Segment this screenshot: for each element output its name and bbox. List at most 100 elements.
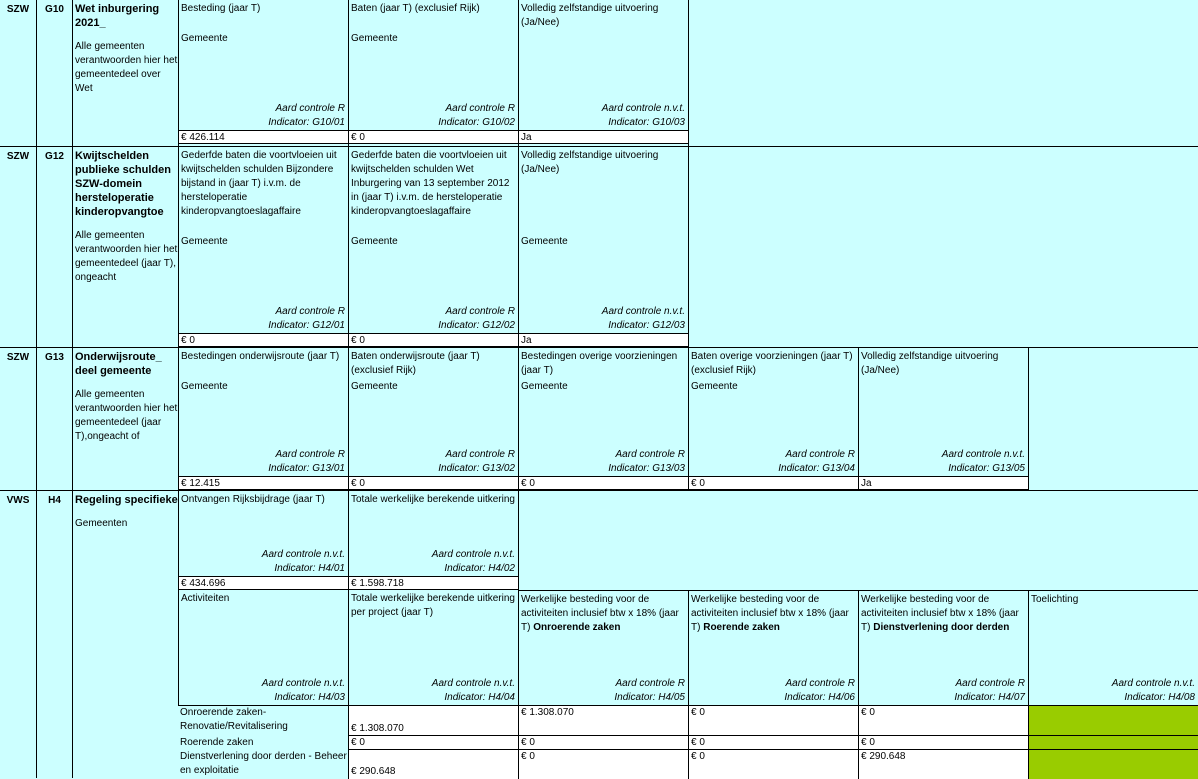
regulation-title: Regeling specifieke	[75, 494, 178, 506]
indicator-label: Baten onderwijsroute (jaar T) (exclusief…	[351, 351, 480, 376]
aard-controle: Aard controle R	[275, 103, 345, 114]
roerende-input[interactable]: € 0	[688, 736, 858, 750]
section-g12: SZW G12 Kwijtschelden publieke schulden …	[0, 146, 1198, 347]
project-uitkering-input[interactable]: € 1.308.070	[348, 706, 518, 736]
aard-controle: Aard controle R	[785, 449, 855, 460]
value-input[interactable]: € 0	[349, 130, 518, 144]
value-input[interactable]: € 0	[519, 476, 688, 490]
indicator-cell: Totale werkelijke berekende uitkering Aa…	[348, 491, 519, 590]
indicator-cell: Volledig zelfstandige uitvoering (Ja/Nee…	[518, 0, 689, 146]
toelichting-input[interactable]	[1028, 736, 1198, 750]
gemeente-label: Gemeente	[351, 236, 398, 247]
value-input[interactable]: € 0	[689, 476, 858, 490]
header-text: Werkelijke besteding voor de activiteite…	[691, 594, 849, 633]
indicator-code: Indicator: G10/02	[438, 117, 515, 128]
aard-controle: Aard controle n.v.t.	[1111, 678, 1195, 689]
roerende-input[interactable]: € 0	[688, 750, 858, 779]
dienstverlening-input[interactable]: € 0	[858, 736, 1028, 750]
indicator-cell: Baten overige voorzieningen (jaar T) (ex…	[688, 348, 858, 490]
regulation-title: Wet inburgering 2021_	[75, 3, 160, 29]
indicator-code: Indicator: H4/01	[274, 563, 345, 574]
header-bold-text: Dienstverlening door derden	[873, 622, 1010, 633]
column-header: Werkelijke besteding voor de activiteite…	[858, 590, 1028, 706]
onroerende-input[interactable]: € 1.308.070	[518, 706, 688, 736]
value-input[interactable]: € 434.696	[179, 576, 348, 590]
column-header-label: Werkelijke besteding voor de activiteite…	[519, 591, 688, 635]
indicator-cell: Besteding (jaar T) Gemeente Aard control…	[178, 0, 348, 146]
toelichting-input[interactable]	[1028, 706, 1198, 736]
column-header: Activiteiten Aard controle n.v.t. Indica…	[178, 590, 348, 706]
regulation-description: Gemeenten	[75, 518, 128, 529]
aard-controle: Aard controle R	[445, 103, 515, 114]
activity-name: Dienstverlening door derden - Beheer en …	[180, 751, 347, 776]
indicator-cell: Volledig zelfstandige uitvoering (Ja/Nee…	[518, 147, 689, 347]
aard-controle: Aard controle R	[445, 449, 515, 460]
aard-controle: Aard controle R	[615, 449, 685, 460]
title-cell: Wet inburgering 2021_ Alle gemeenten ver…	[72, 0, 178, 146]
aard-controle: Aard controle R	[615, 678, 685, 689]
regulation-title: Onderwijsroute_ deel gemeente	[75, 351, 162, 377]
indicator-label: Bestedingen overige voorzieningen (jaar …	[521, 351, 678, 376]
column-header-label: Totale werkelijke berekende uitkering pe…	[351, 593, 515, 618]
dept-cell: SZW	[6, 4, 30, 15]
gemeente-label: Gemeente	[181, 33, 228, 44]
indicator-code: Indicator: G13/05	[948, 463, 1025, 474]
column-header: Werkelijke besteding voor de activiteite…	[518, 590, 688, 706]
section-h4: VWS H4 Regeling specifieke Gemeenten Ont…	[0, 490, 1198, 779]
column-header-label: Werkelijke besteding voor de activiteite…	[689, 591, 858, 635]
roerende-input[interactable]: € 0	[688, 706, 858, 736]
indicator-label: Baten (jaar T) (exclusief Rijk)	[351, 3, 480, 14]
indicator-code: Indicator: G10/01	[268, 117, 345, 128]
value-input[interactable]: € 0	[349, 476, 518, 490]
column-header: Werkelijke besteding voor de activiteite…	[688, 590, 858, 706]
aard-controle: Aard controle R	[275, 306, 345, 317]
indicator-code: Indicator: H4/04	[444, 692, 515, 703]
gemeente-label: Gemeente	[521, 236, 568, 247]
aard-controle: Aard controle n.v.t.	[431, 678, 515, 689]
code-cell: G13	[36, 348, 72, 490]
table-row-1: 1 Onroerende zaken-Renovatie/Revitaliser…	[178, 706, 348, 736]
table-row-3: 3 Dienstverlening door derden - Beheer e…	[178, 750, 348, 779]
column-header-label: Activiteiten	[181, 593, 230, 604]
header-bold-text: Roerende zaken	[703, 622, 780, 633]
indicator-code: Indicator: G13/04	[778, 463, 855, 474]
value-input[interactable]: € 1.598.718	[349, 576, 518, 590]
aard-controle: Aard controle n.v.t.	[261, 678, 345, 689]
value-input[interactable]: € 0	[349, 333, 518, 347]
title-cell: Onderwijsroute_ deel gemeente Alle gemee…	[72, 348, 178, 490]
dienstverlening-input[interactable]: € 290.648	[858, 750, 1028, 779]
toelichting-input[interactable]	[1028, 750, 1198, 779]
indicator-code: Indicator: H4/06	[784, 692, 855, 703]
project-uitkering-input[interactable]: € 0	[348, 736, 518, 750]
onroerende-input[interactable]: € 0	[518, 736, 688, 750]
aard-controle: Aard controle R	[445, 306, 515, 317]
value-input[interactable]: Ja	[859, 476, 1028, 490]
aard-controle: Aard controle n.v.t.	[261, 549, 345, 560]
column-header: Totale werkelijke berekende uitkering pe…	[348, 590, 518, 706]
activity-name: Roerende zaken	[180, 737, 254, 748]
indicator-code: Indicator: G10/03	[608, 117, 685, 128]
indicator-code: Indicator: G12/02	[438, 320, 515, 331]
project-uitkering-input[interactable]: € 290.648	[348, 750, 518, 779]
value-input[interactable]: € 0	[179, 333, 348, 347]
onroerende-input[interactable]: € 0	[518, 750, 688, 779]
indicator-label: Ontvangen Rijksbijdrage (jaar T)	[181, 494, 325, 505]
indicator-cell: Baten (jaar T) (exclusief Rijk) Gemeente…	[348, 0, 518, 146]
header-text: Werkelijke besteding voor de activiteite…	[521, 594, 679, 633]
title-cell: Kwijtschelden publieke schulden SZW-dome…	[72, 147, 178, 347]
aard-controle: Aard controle R	[955, 678, 1025, 689]
indicator-label: Besteding (jaar T)	[181, 3, 261, 14]
title-cell: Regeling specifieke Gemeenten	[72, 491, 178, 778]
indicator-label: Gederfde baten die voortvloeien uit kwij…	[181, 150, 337, 217]
value-input[interactable]: € 12.415	[179, 476, 348, 490]
value-input[interactable]: € 426.114	[179, 130, 348, 144]
value-input[interactable]: Ja	[519, 130, 688, 144]
dienstverlening-input[interactable]: € 0	[858, 706, 1028, 736]
value-input[interactable]: Ja	[519, 333, 688, 347]
aard-controle: Aard controle R	[785, 678, 855, 689]
header-text: Werkelijke besteding voor de activiteite…	[861, 594, 1019, 633]
regulation-description: Alle gemeenten verantwoorden hier het ge…	[75, 389, 178, 442]
column-header-label: Werkelijke besteding voor de activiteite…	[859, 591, 1028, 635]
column-header: Toelichting Aard controle n.v.t. Indicat…	[1028, 590, 1198, 706]
